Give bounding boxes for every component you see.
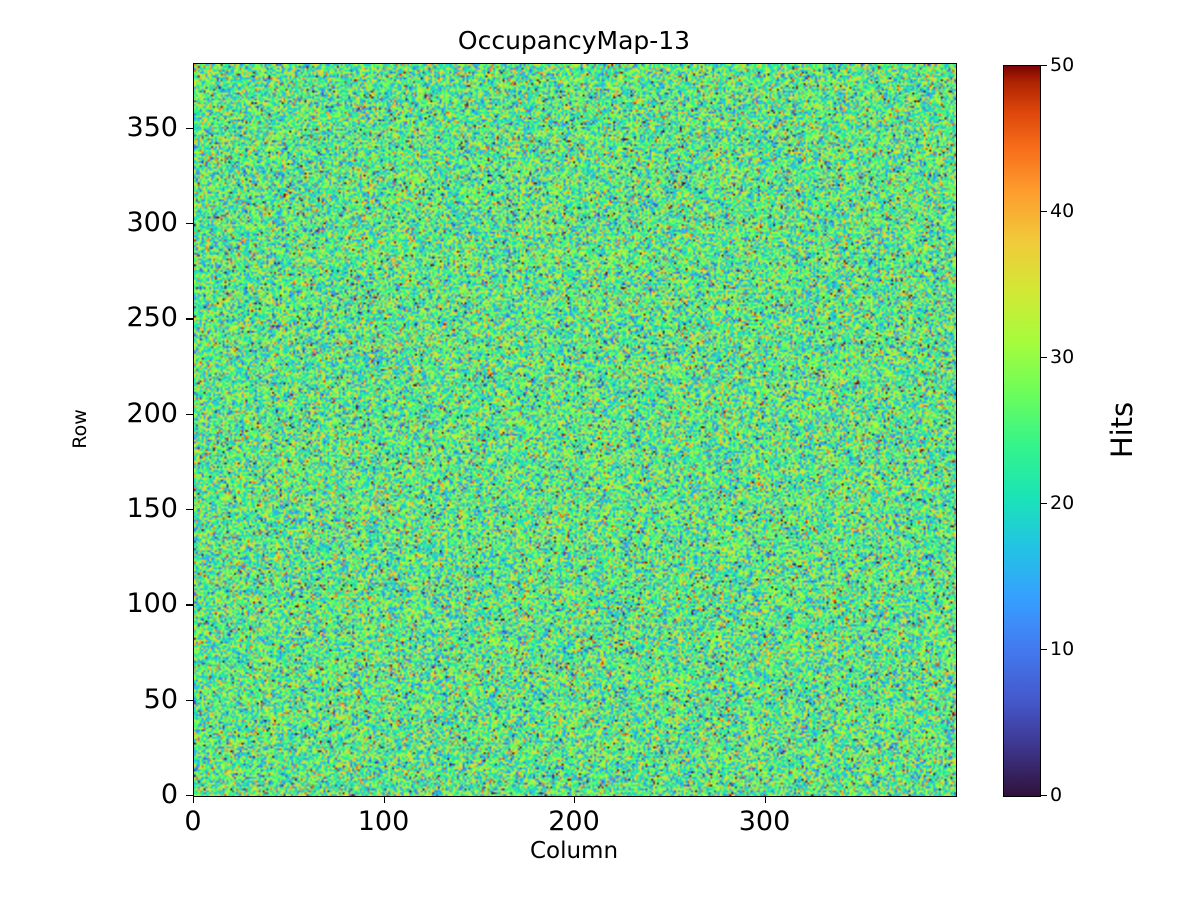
y-tick-label: 300	[126, 207, 178, 239]
colorbar-tick-label: 0	[1050, 784, 1063, 806]
page-title: OccupancyMap-13	[457, 26, 691, 55]
y-axis-label: Row	[69, 409, 91, 449]
x-tick-mark	[764, 796, 766, 803]
x-tick-mark	[193, 796, 195, 803]
y-tick-label: 100	[126, 588, 178, 620]
x-tick-label: 300	[738, 806, 791, 837]
y-tick-mark	[186, 127, 193, 130]
colorbar-tick-label: 10	[1050, 638, 1075, 660]
y-tick-label: 150	[126, 493, 178, 525]
colorbar-tick-mark	[1041, 795, 1047, 797]
y-tick-label: 200	[126, 397, 178, 429]
x-tick-mark	[574, 796, 576, 803]
colorbar-tick-mark	[1041, 649, 1047, 651]
colorbar-tick-mark	[1041, 65, 1047, 67]
y-tick-mark	[186, 223, 193, 225]
colorbar-tick-label: 20	[1050, 492, 1075, 514]
y-tick-mark	[186, 604, 193, 606]
colorbar-tick-mark	[1041, 211, 1047, 213]
colorbar-tick-label: 40	[1050, 200, 1075, 222]
colorbar-tick-label: 50	[1050, 54, 1075, 76]
colorbar	[1003, 65, 1041, 797]
y-tick-mark	[186, 318, 193, 320]
y-tick-mark	[186, 699, 193, 701]
heatmap-axes	[193, 63, 957, 797]
colorbar-label: Hits	[1105, 401, 1139, 459]
x-tick-label: 200	[548, 806, 600, 837]
y-tick-label: 350	[126, 111, 178, 143]
y-tick-label: 0	[160, 779, 178, 810]
heatmap-image	[194, 64, 956, 796]
x-tick-mark	[383, 796, 385, 803]
colorbar-tick-mark	[1041, 503, 1047, 505]
colorbar-gradient	[1004, 66, 1040, 796]
x-axis-label: Column	[529, 838, 619, 864]
y-tick-label: 50	[143, 683, 178, 715]
x-tick-label: 0	[184, 806, 202, 837]
y-tick-mark	[186, 413, 193, 416]
colorbar-tick-mark	[1041, 357, 1047, 359]
x-tick-label: 100	[357, 806, 410, 837]
colorbar-tick-label: 30	[1050, 346, 1075, 368]
y-tick-label: 250	[126, 302, 178, 334]
y-tick-mark	[186, 509, 193, 511]
y-tick-mark	[186, 795, 193, 797]
